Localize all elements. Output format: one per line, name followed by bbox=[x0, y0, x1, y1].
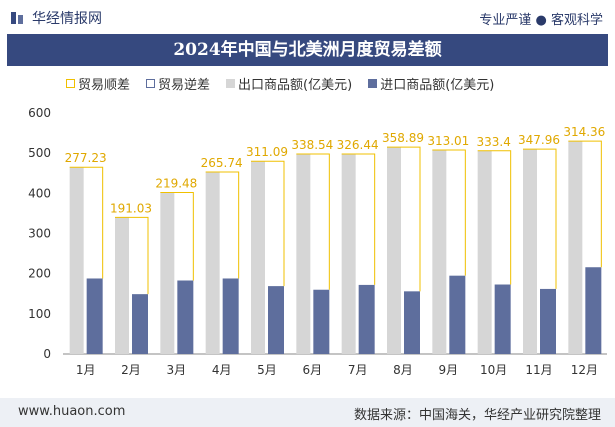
x-tick-label: 9月 bbox=[439, 363, 459, 377]
surplus-data-label: 311.09 bbox=[246, 145, 288, 159]
x-tick-label: 6月 bbox=[303, 363, 323, 377]
top-bar: 华经情报网 专业严谨 ● 客观科学 bbox=[0, 0, 615, 34]
y-tick-label: 300 bbox=[28, 227, 51, 241]
export-bar bbox=[477, 150, 492, 354]
import-bar bbox=[177, 280, 194, 354]
y-tick-label: 200 bbox=[28, 267, 51, 281]
surplus-data-label: 277.23 bbox=[65, 151, 107, 165]
export-bar bbox=[69, 167, 84, 354]
legend-deficit-label: 贸易逆差 bbox=[158, 78, 211, 93]
export-bar bbox=[296, 153, 311, 354]
legend-imports[interactable]: 进口商品额(亿美元) bbox=[368, 74, 494, 93]
brand-name: 华经情报网 bbox=[32, 11, 102, 27]
export-bar bbox=[251, 161, 265, 354]
surplus-bracket bbox=[69, 166, 104, 279]
chart-title: 2024年中国与北美洲月度贸易差额 bbox=[7, 34, 608, 66]
tagline-left: 专业严谨 bbox=[479, 13, 532, 28]
surplus-bracket bbox=[296, 153, 330, 290]
legend-exports-label: 出口商品额(亿美元) bbox=[238, 78, 353, 93]
x-tick-label: 2月 bbox=[121, 363, 141, 377]
surplus-data-label: 191.03 bbox=[110, 201, 152, 215]
y-tick-label: 100 bbox=[28, 307, 51, 321]
tagline-dot-icon: ● bbox=[535, 13, 551, 28]
surplus-data-label: 326.44 bbox=[337, 138, 379, 152]
surplus-bracket bbox=[432, 149, 466, 276]
x-tick-label: 5月 bbox=[257, 363, 277, 377]
x-tick-label: 7月 bbox=[348, 363, 368, 377]
surplus-bracket bbox=[251, 160, 285, 287]
y-tick-label: 600 bbox=[28, 106, 51, 120]
export-bar bbox=[160, 192, 175, 354]
y-tick-label: 0 bbox=[43, 347, 51, 361]
surplus-data-label: 219.48 bbox=[155, 177, 197, 191]
legend-deficit-swatch-icon bbox=[146, 79, 156, 88]
surplus-bracket bbox=[568, 140, 602, 268]
legend-exports-swatch-icon bbox=[226, 79, 236, 88]
legend-surplus[interactable]: 贸易顺差 bbox=[66, 74, 130, 93]
surplus-data-label: 347.96 bbox=[518, 133, 560, 147]
surplus-bracket bbox=[477, 150, 512, 285]
surplus-data-label: 314.36 bbox=[563, 125, 605, 139]
surplus-data-label: 265.74 bbox=[201, 156, 243, 170]
export-bar bbox=[523, 149, 537, 354]
legend-imports-label: 进口商品额(亿美元) bbox=[380, 78, 495, 93]
import-bar bbox=[358, 284, 375, 354]
x-tick-label: 11月 bbox=[525, 363, 552, 377]
import-bar bbox=[268, 286, 284, 354]
data-source: 数据来源：中国海关，华经产业研究院整理 bbox=[353, 408, 601, 423]
x-tick-label: 3月 bbox=[167, 363, 187, 377]
surplus-data-label: 338.54 bbox=[291, 138, 333, 152]
export-bar bbox=[115, 217, 129, 354]
trade-balance-chart: 0 100 200 300 400 500 600 277.23 1月 191.03 2月 219.4… bbox=[28, 106, 607, 377]
import-bar bbox=[86, 278, 103, 354]
import-bar bbox=[449, 275, 466, 354]
footer: www.huaon.com 数据来源：中国海关，华经产业研究院整理 bbox=[0, 398, 615, 427]
surplus-bracket bbox=[205, 171, 240, 279]
surplus-data-label: 333.4 bbox=[476, 135, 510, 149]
import-bar bbox=[132, 294, 148, 354]
x-tick-label: 4月 bbox=[212, 363, 232, 377]
x-tick-label: 12月 bbox=[571, 363, 598, 377]
website-link[interactable]: www.huaon.com bbox=[18, 404, 126, 419]
tagline-right: 客观科学 bbox=[550, 13, 603, 28]
import-bar bbox=[540, 288, 556, 354]
surplus-bracket bbox=[160, 192, 194, 281]
import-bar bbox=[494, 284, 511, 354]
import-bar bbox=[313, 289, 330, 354]
brand[interactable]: 华经情报网 bbox=[10, 8, 102, 28]
surplus-data-label: 358.89 bbox=[382, 131, 424, 145]
surplus-data-label: 313.01 bbox=[427, 134, 469, 148]
tagline: 专业严谨 ● 客观科学 bbox=[479, 9, 603, 28]
surplus-bracket bbox=[523, 148, 557, 289]
legend-deficit[interactable]: 贸易逆差 bbox=[146, 74, 210, 93]
surplus-bracket bbox=[115, 216, 149, 295]
export-bar bbox=[205, 172, 220, 354]
x-tick-label: 10月 bbox=[480, 363, 507, 377]
chart-legend: 贸易顺差 贸易逆差 出口商品额(亿美元) 进口商品额(亿美元) bbox=[66, 74, 494, 93]
legend-imports-swatch-icon bbox=[368, 79, 378, 88]
import-bar bbox=[404, 291, 420, 354]
x-tick-label: 8月 bbox=[393, 363, 413, 377]
legend-exports[interactable]: 出口商品额(亿美元) bbox=[226, 74, 352, 93]
export-bar bbox=[387, 147, 401, 354]
import-bar bbox=[222, 278, 239, 354]
legend-surplus-swatch-icon bbox=[66, 79, 75, 88]
y-tick-label: 400 bbox=[28, 186, 51, 200]
surplus-bracket bbox=[341, 153, 376, 285]
export-bar bbox=[432, 149, 447, 354]
y-tick-label: 500 bbox=[28, 146, 51, 160]
legend-surplus-label: 贸易顺差 bbox=[78, 78, 131, 93]
export-bar bbox=[341, 153, 356, 354]
x-tick-label: 1月 bbox=[76, 363, 96, 377]
huajing-logo-icon bbox=[11, 12, 23, 24]
surplus-bracket bbox=[387, 146, 421, 292]
export-bar bbox=[568, 141, 583, 354]
import-bar bbox=[585, 267, 602, 354]
